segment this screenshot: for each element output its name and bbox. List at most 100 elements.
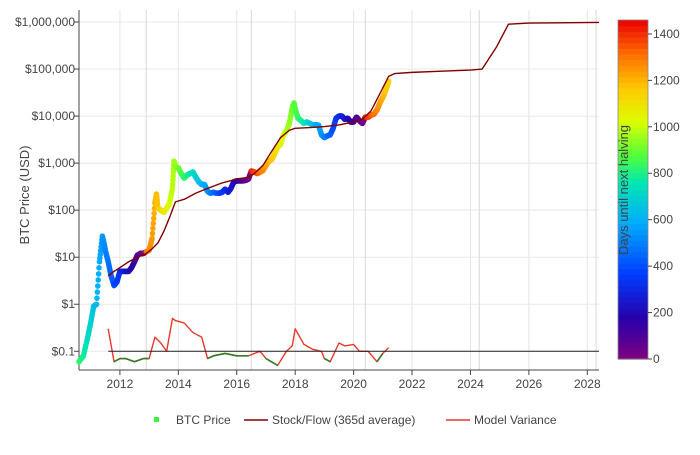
colorbar-segment bbox=[618, 319, 648, 326]
colorbar-segment bbox=[618, 274, 648, 281]
btc-price-point bbox=[94, 289, 101, 295]
colorbar-segment bbox=[618, 161, 648, 168]
colorbar-segment bbox=[618, 87, 648, 95]
colorbar-segment bbox=[618, 144, 648, 151]
x-tick-label: 2012 bbox=[107, 377, 134, 391]
colorbar-segment bbox=[618, 200, 648, 208]
colorbar-segment bbox=[618, 342, 648, 349]
colorbar-tick-label: 800 bbox=[653, 166, 673, 180]
y-axis-title: BTC Price (USD) bbox=[17, 146, 32, 245]
legend: BTC Price Stock/Flow (365d average) Model … bbox=[154, 413, 557, 427]
colorbar-segment bbox=[618, 20, 648, 27]
x-tick-label: 2022 bbox=[399, 377, 426, 391]
colorbar-segment bbox=[618, 212, 648, 219]
colorbar-segment bbox=[618, 155, 648, 162]
colorbar-segment bbox=[618, 223, 648, 230]
y-tick-label: $1,000 bbox=[38, 156, 75, 170]
btc-price-point bbox=[94, 283, 101, 289]
colorbar-segment bbox=[618, 76, 648, 83]
colorbar-tick-label: 1000 bbox=[653, 120, 680, 134]
colorbar-segment bbox=[618, 240, 648, 247]
colorbar-segment bbox=[618, 42, 648, 49]
model-variance-line bbox=[107, 317, 390, 367]
colorbar-segment bbox=[618, 31, 648, 38]
colorbar-segment bbox=[618, 70, 648, 78]
stock-flow-series bbox=[107, 21, 600, 277]
y-tick-label: $1 bbox=[62, 297, 76, 311]
colorbar-segment bbox=[618, 262, 648, 270]
legend-marker-btc-price bbox=[154, 417, 159, 422]
colorbar-segment bbox=[618, 59, 648, 66]
variance-below-segment bbox=[265, 357, 279, 367]
colorbar-segment bbox=[618, 325, 648, 332]
colorbar-segment bbox=[618, 149, 648, 157]
colorbar: 0 200 400 600 800 1000 1200 1400 Days until next… bbox=[616, 19, 680, 366]
btc-price-point bbox=[96, 265, 102, 271]
x-tick-label: 2014 bbox=[165, 377, 192, 391]
colorbar-segment bbox=[618, 330, 648, 337]
colorbar-tick-label: 600 bbox=[653, 213, 673, 227]
btc-price-point bbox=[149, 235, 155, 242]
colorbar-segment bbox=[618, 234, 648, 241]
colorbar-segment bbox=[618, 302, 648, 309]
variance-below-segment bbox=[376, 352, 384, 363]
variance-below-segment bbox=[207, 355, 214, 360]
colorbar-tick-label: 1400 bbox=[653, 27, 680, 41]
colorbar-segment bbox=[618, 257, 648, 264]
variance-below-segment bbox=[134, 357, 144, 363]
colorbar-segment bbox=[618, 172, 648, 179]
btc-price-point bbox=[151, 210, 157, 217]
colorbar-tick-label: 0 bbox=[653, 352, 660, 366]
grid bbox=[79, 10, 599, 370]
colorbar-segment bbox=[618, 53, 648, 61]
x-tick-label: 2018 bbox=[282, 377, 309, 391]
colorbar-segment bbox=[618, 48, 648, 55]
colorbar-segment bbox=[618, 116, 648, 123]
colorbar-segment bbox=[618, 65, 648, 72]
x-tick-label: 2028 bbox=[574, 377, 601, 391]
colorbar-title: Days until next halving bbox=[616, 125, 631, 255]
variance-below-segment bbox=[324, 357, 331, 363]
btc-price-point bbox=[150, 220, 157, 227]
y-tick-label: $1,000,000 bbox=[15, 15, 75, 29]
colorbar-segment bbox=[618, 291, 648, 298]
y-tick-label: $100,000 bbox=[25, 62, 75, 76]
y-tick-label: $10,000 bbox=[32, 109, 76, 123]
btc-price-point bbox=[93, 301, 100, 308]
model-variance-series bbox=[107, 317, 599, 367]
legend-label: Model Variance bbox=[474, 413, 557, 427]
colorbar-segment bbox=[618, 285, 648, 292]
y-axis-title-group: BTC Price (USD) bbox=[17, 146, 32, 245]
colorbar-segment bbox=[618, 229, 648, 236]
colorbar-segment bbox=[618, 189, 648, 196]
variance-below-segment bbox=[125, 357, 135, 363]
colorbar-segment bbox=[618, 353, 648, 360]
colorbar-segment bbox=[618, 138, 648, 145]
colorbar-segment bbox=[618, 93, 648, 100]
colorbar-segment bbox=[618, 110, 648, 117]
colorbar-segment bbox=[618, 206, 648, 213]
colorbar-segment bbox=[618, 183, 648, 191]
variance-below-segment bbox=[213, 352, 226, 357]
y-tick-label: $10 bbox=[55, 250, 75, 264]
colorbar-segment bbox=[618, 166, 648, 174]
stock-flow-line bbox=[107, 21, 600, 277]
colorbar-segment bbox=[618, 217, 648, 224]
colorbar-segment bbox=[618, 195, 648, 202]
colorbar-segment bbox=[618, 25, 648, 32]
btc-price-point bbox=[95, 277, 101, 283]
colorbar-segment bbox=[618, 251, 648, 258]
colorbar-segment bbox=[618, 121, 648, 128]
colorbar-segment bbox=[618, 313, 648, 321]
y-tick-label: $100 bbox=[48, 203, 75, 217]
colorbar-segment bbox=[618, 82, 648, 89]
variance-below-segment bbox=[113, 357, 121, 363]
colorbar-segment bbox=[618, 104, 648, 111]
variance-below-segment bbox=[224, 352, 237, 357]
colorbar-segment bbox=[618, 246, 648, 253]
colorbar-segment bbox=[618, 99, 648, 106]
btc-price-point bbox=[94, 295, 100, 301]
colorbar-tick-label: 200 bbox=[653, 306, 673, 320]
